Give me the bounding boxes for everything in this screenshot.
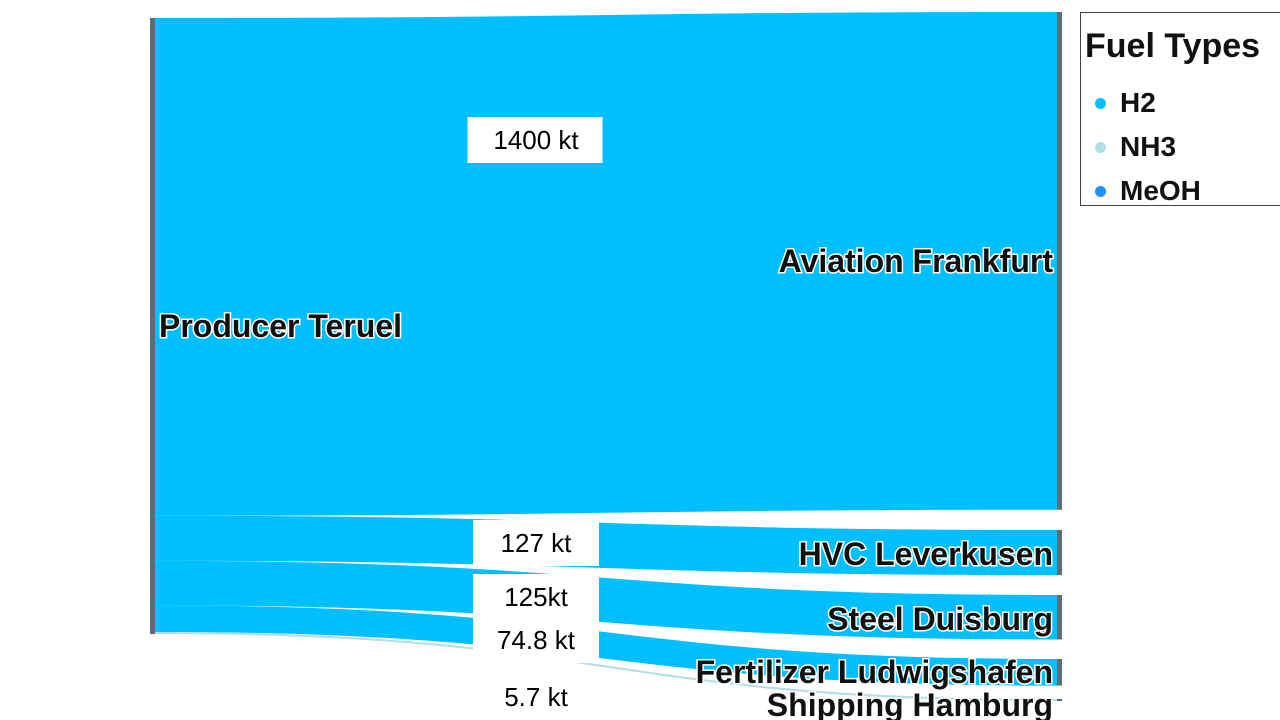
node-label-producer-teruel: Producer Teruel [159, 308, 402, 344]
legend-item-nh3[interactable]: NH3 [1095, 131, 1176, 163]
flow-label-box-steel-duisburg [473, 574, 599, 620]
link-aviation-frankfurt [155, 12, 1057, 516]
legend-label-nh3: NH3 [1120, 131, 1177, 162]
node-label-hvc-leverkusen: HVC Leverkusen [799, 536, 1053, 572]
node-aviation-frankfurt [1057, 12, 1062, 510]
legend-marker-nh3 [1095, 141, 1106, 153]
legend-marker-h2 [1095, 97, 1106, 109]
legend-label-h2: H2 [1120, 87, 1156, 118]
flow-label-fertilizer-ludwigshafen: 74.8 kt [497, 625, 576, 655]
node-label-aviation-frankfurt: Aviation Frankfurt [779, 243, 1054, 279]
link-fertilizer-ludwigshafen [155, 605, 1057, 686]
flow-label-aviation-frankfurt: 1400 kt [493, 125, 579, 155]
flow-label-hvc-leverkusen: 127 kt [501, 528, 573, 558]
link-shipping-hamburg [155, 631, 1057, 702]
link-steel-duisburg [155, 560, 1057, 640]
legend: Fuel Types H2 NH3 MeOH [1080, 12, 1280, 206]
node-producer-teruel [150, 18, 155, 634]
legend-label-meoh: MeOH [1120, 175, 1201, 206]
flow-label-box-hvc-leverkusen [473, 520, 599, 566]
sankey-chart: Producer Teruel Aviation Frankfurt HVC Lev… [150, 12, 1062, 720]
flow-label-shipping-hamburg: 5.7 kt [504, 682, 568, 712]
node-fertilizer-ludwigshafen [1057, 659, 1062, 686]
flow-label-box-aviation-frankfurt [467, 117, 603, 163]
legend-marker-meoh [1095, 185, 1106, 197]
node-label-fertilizer-ludwigshafen: Fertilizer Ludwigshafen [696, 654, 1053, 690]
node-label-steel-duisburg: Steel Duisburg [827, 601, 1053, 637]
node-hvc-leverkusen [1057, 530, 1062, 576]
legend-item-meoh[interactable]: MeOH [1095, 175, 1201, 207]
node-steel-duisburg [1057, 595, 1062, 640]
flow-label-steel-duisburg: 125kt [504, 582, 568, 612]
legend-item-h2[interactable]: H2 [1095, 87, 1156, 119]
flow-label-box-fertilizer-ludwigshafen [473, 617, 599, 663]
legend-title: Fuel Types [1085, 27, 1261, 65]
link-hvc-leverkusen [155, 515, 1057, 576]
node-label-shipping-hamburg: Shipping Hamburg [767, 687, 1053, 720]
node-shipping-hamburg [1057, 699, 1062, 702]
